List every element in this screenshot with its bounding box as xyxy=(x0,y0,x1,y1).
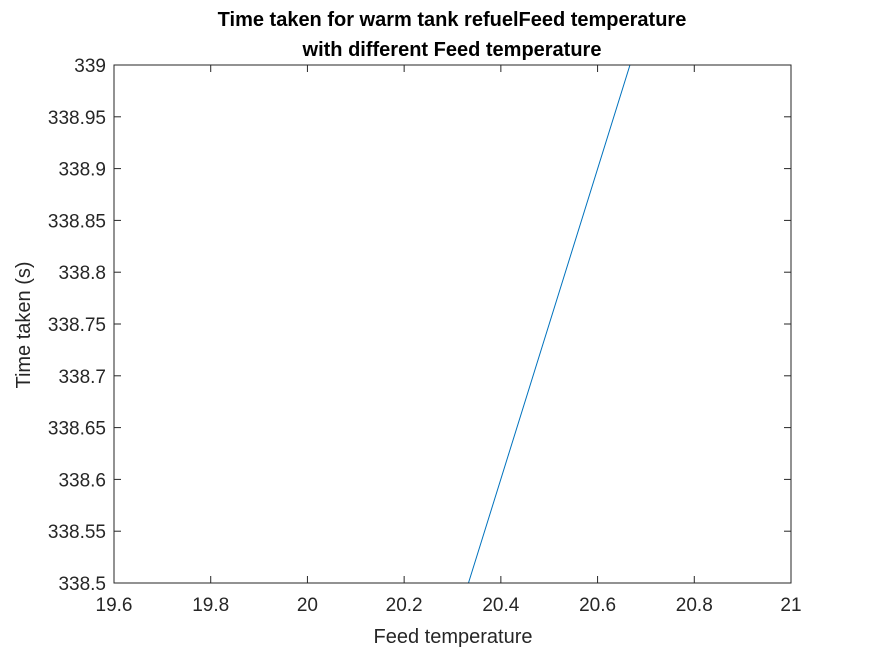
chart-title-line-1: Time taken for warm tank refuelFeed temp… xyxy=(218,9,687,31)
x-tick-label: 19.8 xyxy=(192,595,229,616)
y-tick-labels: 338.5 338.55 338.6 338.65 338.7 338.75 338.8 33… xyxy=(48,56,106,595)
x-tick-label: 20.6 xyxy=(579,595,616,616)
x-tick-label: 20.2 xyxy=(386,595,423,616)
x-tick-labels: 19.6 19.8 20 20.2 20.4 20.6 20.8 21 xyxy=(96,595,802,616)
y-tick-label: 339 xyxy=(74,56,106,77)
x-tick-label: 20.8 xyxy=(676,595,713,616)
x-tick-label: 19.6 xyxy=(96,595,133,616)
axes-box xyxy=(113,64,792,584)
y-tick-label: 338.9 xyxy=(58,160,106,181)
x-tick-label: 20 xyxy=(297,595,318,616)
plot-area xyxy=(114,65,791,583)
y-tick-label: 338.8 xyxy=(58,263,106,284)
y-tick-label: 338.5 xyxy=(58,574,106,595)
y-tick-label: 338.85 xyxy=(48,211,106,232)
y-tick-label: 338.95 xyxy=(48,108,106,129)
x-tick-label: 21 xyxy=(780,595,801,616)
chart-title-line-2: with different Feed temperature xyxy=(302,39,602,61)
y-tick-label: 338.7 xyxy=(58,367,106,388)
y-axis-label: Time taken (s) xyxy=(13,261,35,388)
axis-ticks xyxy=(113,64,792,584)
x-axis-label: Feed temperature xyxy=(374,626,533,648)
x-tick-label: 20.4 xyxy=(482,595,519,616)
y-tick-label: 338.55 xyxy=(48,522,106,543)
y-tick-label: 338.6 xyxy=(58,470,106,491)
y-tick-label: 338.75 xyxy=(48,315,106,336)
y-tick-label: 338.65 xyxy=(48,419,106,440)
